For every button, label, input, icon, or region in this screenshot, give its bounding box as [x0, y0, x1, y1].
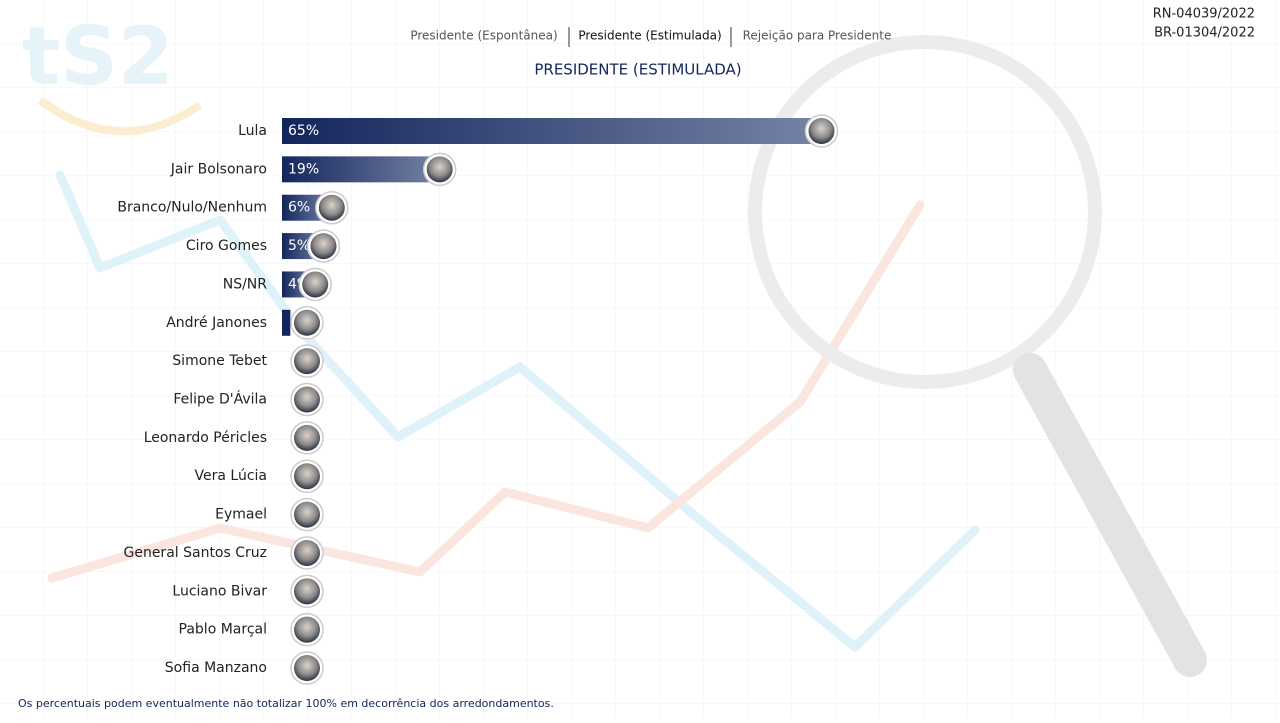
photo-face: [302, 271, 329, 298]
category-label: Pablo Marçal: [179, 622, 267, 638]
photo-face: [294, 501, 320, 528]
photo-face: [294, 386, 320, 413]
logo-swoosh: [37, 96, 203, 136]
photo-face: [808, 118, 835, 144]
decoration: [47, 35, 1207, 677]
tab[interactable]: Presidente (Espontânea): [410, 29, 557, 43]
photo-face: [294, 655, 320, 682]
bar: [282, 118, 822, 144]
photo-face: [294, 309, 320, 336]
category-label: Sofia Manzano: [165, 660, 267, 676]
category-label: André Janones: [166, 315, 267, 331]
photo-face: [426, 156, 453, 183]
category-label: Simone Tebet: [172, 353, 267, 369]
category-label: Vera Lúcia: [195, 468, 267, 484]
photo-face: [318, 194, 345, 221]
photo-face: [310, 233, 337, 260]
chart-title: PRESIDENTE (ESTIMULADA): [534, 61, 741, 79]
photo-face: [294, 463, 320, 490]
category-label: NS/NR: [223, 276, 268, 292]
registration: RN-04039/2022: [1153, 7, 1255, 22]
photo-face: [294, 578, 320, 605]
value-label: 5%: [288, 238, 310, 254]
bar: [282, 156, 440, 183]
registration: BR-01304/2022: [1154, 26, 1255, 41]
category-label: General Santos Cruz: [123, 545, 267, 561]
category-label: Eymael: [215, 507, 267, 523]
value-label: 6%: [288, 200, 310, 216]
category-label: Leonardo Péricles: [144, 430, 267, 446]
tab[interactable]: Rejeição para Presidente: [743, 29, 892, 43]
logo: tS2: [22, 10, 174, 103]
photo-face: [294, 616, 320, 643]
chart: Lula 65% Jair Bolsonaro 19% Branco/Nulo/Nenh…: [117, 114, 839, 685]
tab-active[interactable]: Presidente (Estimulada): [578, 29, 721, 43]
category-label: Luciano Bivar: [172, 583, 267, 599]
value-label: 65%: [288, 123, 319, 139]
category-label: Lula: [238, 123, 267, 139]
category-label: Ciro Gomes: [186, 238, 267, 254]
bar: [282, 309, 291, 336]
footnote: Os percentuais podem eventualmente não t…: [18, 697, 554, 710]
photo-face: [294, 348, 320, 375]
photo-face: [294, 424, 320, 451]
category-label: Felipe D'Ávila: [173, 391, 267, 408]
category-label: Jair Bolsonaro: [170, 161, 267, 177]
photo-face: [294, 539, 320, 566]
value-label: 19%: [288, 161, 319, 177]
category-label: Branco/Nulo/Nenhum: [117, 200, 267, 216]
